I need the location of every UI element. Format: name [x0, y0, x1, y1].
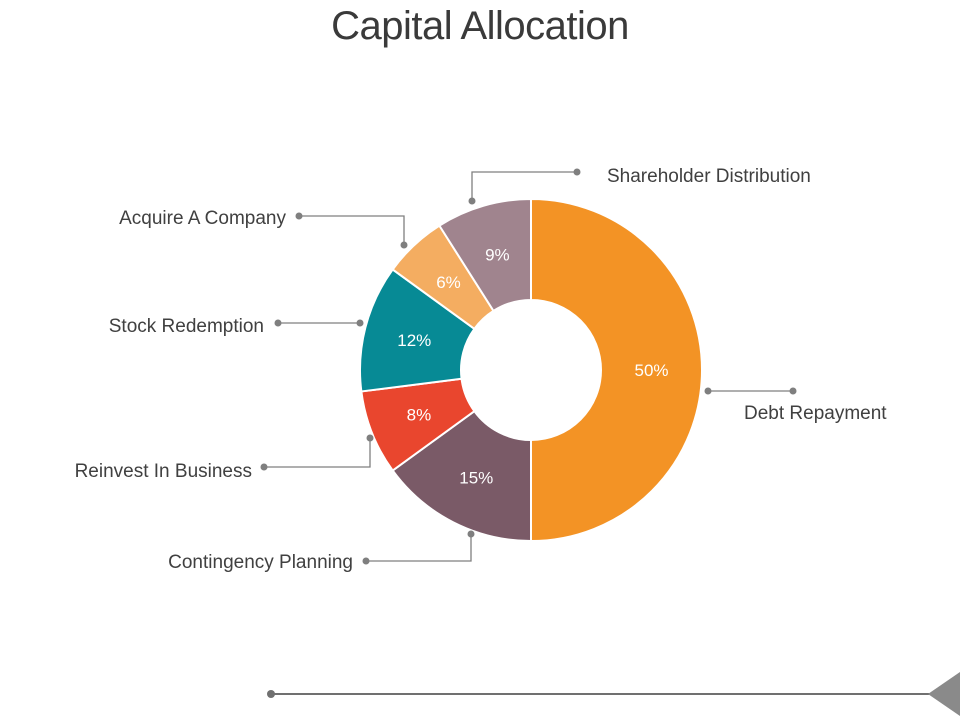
leader-dot-debt-repayment-end: [789, 387, 797, 395]
value-label-acquire-a-company: 6%: [436, 273, 461, 292]
leader-dot-stock-redemption-start: [356, 319, 364, 327]
leader-dot-reinvest-in-business-end: [260, 463, 268, 471]
corner-arrow-icon: [928, 672, 960, 716]
bottom-decoration: [267, 672, 960, 716]
category-label-debt-repayment: Debt Repayment: [744, 403, 887, 424]
leader-dot-contingency-planning-end: [362, 557, 370, 565]
category-label-shareholder-distribution: Shareholder Distribution: [607, 166, 811, 187]
category-label-stock-redemption: Stock Redemption: [109, 316, 264, 337]
leader-dot-debt-repayment-start: [704, 387, 712, 395]
value-label-contingency-planning: 15%: [459, 468, 493, 487]
leader-line-acquire-a-company: [299, 215, 405, 245]
leader-dot-shareholder-distribution-end: [573, 168, 581, 176]
chart-title: Capital Allocation: [331, 4, 629, 48]
leader-line-contingency-planning: [366, 534, 472, 562]
slice-contingency-planning: [391, 409, 532, 543]
value-label-shareholder-distribution: 9%: [485, 245, 510, 264]
slice-shareholder-distribution: [437, 197, 532, 313]
category-label-contingency-planning: Contingency Planning: [168, 552, 353, 573]
leader-dot-reinvest-in-business-start: [366, 434, 374, 442]
value-label-stock-redemption: 12%: [397, 331, 431, 350]
leader-dot-shareholder-distribution-start: [468, 197, 476, 205]
leader-dot-acquire-a-company-start: [400, 241, 408, 249]
leader-dot-stock-redemption-end: [274, 319, 282, 327]
category-label-reinvest-in-business: Reinvest In Business: [75, 461, 252, 482]
leader-line-reinvest-in-business: [264, 438, 371, 468]
leader-line-shareholder-distribution: [471, 171, 577, 201]
leader-dot-acquire-a-company-end: [295, 212, 303, 220]
category-label-acquire-a-company: Acquire A Company: [119, 208, 286, 229]
value-label-debt-repayment: 50%: [634, 361, 668, 380]
leader-dot-contingency-planning-start: [467, 530, 475, 538]
value-label-reinvest-in-business: 8%: [407, 405, 432, 424]
slice-debt-repayment: [530, 197, 703, 543]
